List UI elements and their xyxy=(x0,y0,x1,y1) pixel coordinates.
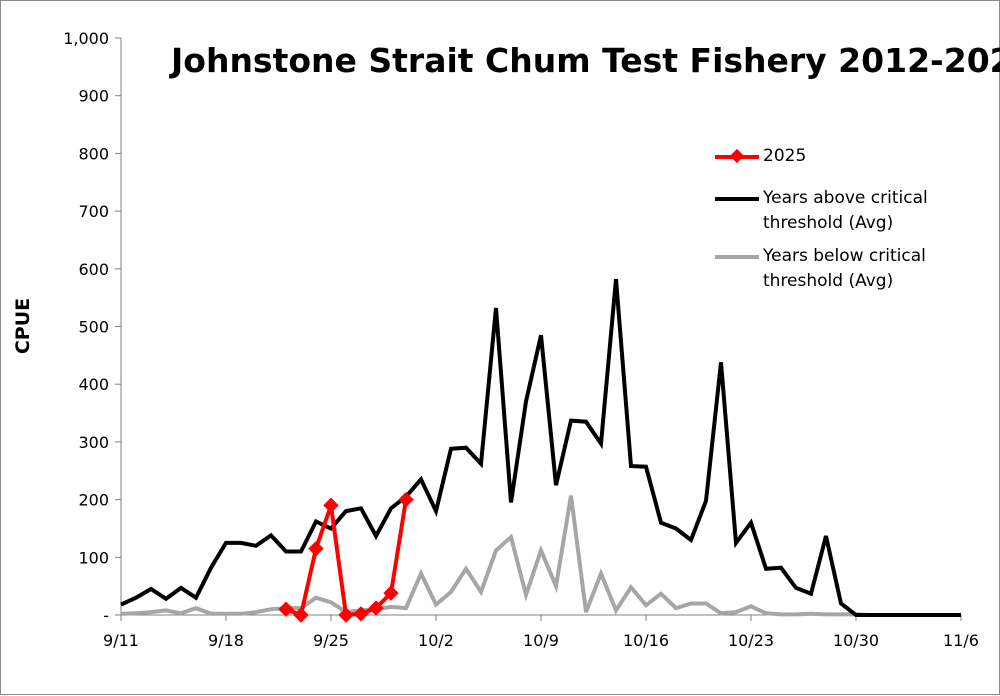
axes: - 100 200 300 400 500 600 700 800 900 1,000 9/11 9/1… xyxy=(63,29,979,650)
y-tick-label: 700 xyxy=(78,202,109,221)
data-point-2025 xyxy=(338,607,354,623)
data-point-2025 xyxy=(278,601,294,617)
y-tick-label: 600 xyxy=(78,260,109,279)
legend-label-below-threshold: Years below critical threshold (Avg) xyxy=(763,246,926,291)
x-tick-label: 10/2 xyxy=(418,631,454,650)
y-tick-label: 1,000 xyxy=(63,29,109,48)
legend-swatch-below-threshold xyxy=(713,244,759,270)
x-tick-label: 10/23 xyxy=(728,631,774,650)
x-tick-label: 9/11 xyxy=(103,631,139,650)
legend-swatch-above-threshold xyxy=(713,186,759,212)
data-point-2025 xyxy=(353,606,369,622)
x-tick-label: 10/9 xyxy=(523,631,559,650)
y-tick-label: - xyxy=(103,606,109,625)
legend-item-2025: 2025 xyxy=(713,144,973,170)
series-layer xyxy=(120,279,961,618)
data-point-2025 xyxy=(398,491,414,508)
series-line-1 xyxy=(120,279,961,617)
y-tick-label: 900 xyxy=(78,87,109,106)
y-tick-label: 400 xyxy=(78,375,109,394)
marker-layer xyxy=(278,491,414,623)
y-axis-label: CPUE xyxy=(12,297,34,355)
y-tick-label: 100 xyxy=(78,548,109,567)
legend-label-above-threshold: Years above critical threshold (Avg) xyxy=(763,188,928,233)
series-line-2 xyxy=(120,495,961,617)
x-tick-label: 11/6 xyxy=(943,631,979,650)
data-point-2025 xyxy=(308,540,324,557)
x-tick-label: 9/18 xyxy=(208,631,244,650)
y-tick-label: 200 xyxy=(78,491,109,510)
x-tick-label: 9/25 xyxy=(313,631,349,650)
y-tick-label: 300 xyxy=(78,433,109,452)
data-point-2025 xyxy=(368,600,384,616)
legend-item-below-threshold: Years below critical threshold (Avg) xyxy=(713,244,973,294)
data-point-2025 xyxy=(323,497,339,514)
y-tick-label: 800 xyxy=(78,144,109,163)
legend-label-2025: 2025 xyxy=(763,146,807,166)
x-tick-label: 10/30 xyxy=(833,631,879,650)
legend-swatch-2025 xyxy=(713,144,759,170)
chart-title: Johnstone Strait Chum Test Fishery 2012-… xyxy=(171,41,1000,80)
data-point-2025 xyxy=(383,585,399,601)
y-tick-label: 500 xyxy=(78,318,109,337)
x-tick-label: 10/16 xyxy=(623,631,669,650)
data-point-2025 xyxy=(293,607,309,623)
legend: 2025 Years above critical threshold (Avg… xyxy=(713,144,973,310)
legend-item-above-threshold: Years above critical threshold (Avg) xyxy=(713,186,973,236)
